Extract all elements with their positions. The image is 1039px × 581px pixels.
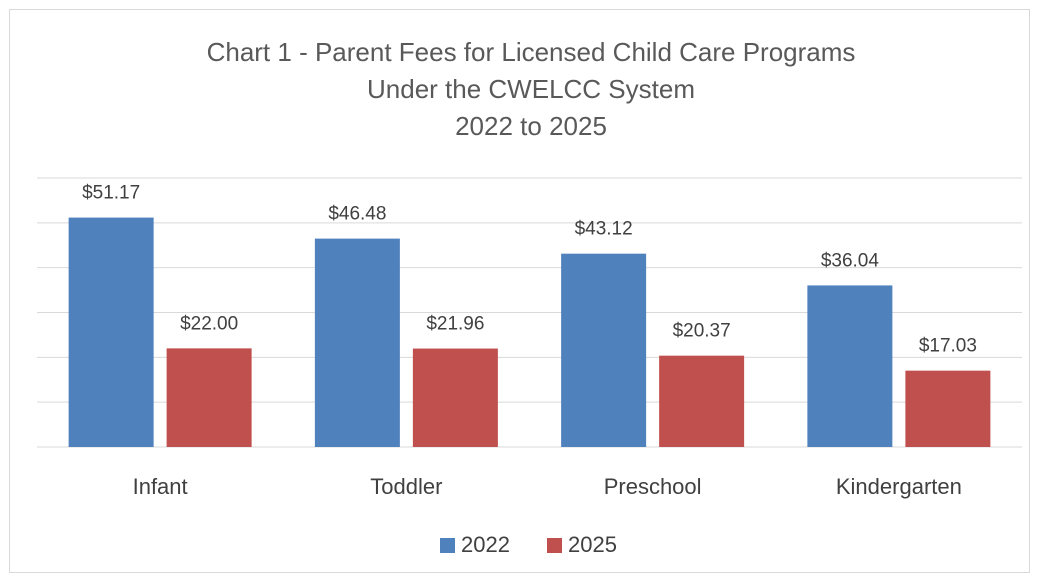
x-tick-label: Kindergarten (836, 474, 962, 499)
bar (412, 348, 498, 447)
data-label: $46.48 (328, 204, 386, 225)
legend-swatch (440, 538, 455, 553)
bar (905, 370, 991, 447)
bar (807, 285, 893, 447)
data-label: $51.17 (82, 183, 140, 204)
x-tick-label: Preschool (604, 474, 702, 499)
data-label: $21.96 (426, 314, 484, 335)
data-label: $36.04 (821, 250, 880, 271)
bar (314, 238, 400, 447)
bar (166, 348, 252, 447)
data-label: $17.03 (919, 336, 977, 357)
data-label: $20.37 (673, 321, 731, 342)
x-tick-label: Infant (133, 474, 188, 499)
data-label: $43.12 (575, 219, 633, 240)
bar (659, 355, 745, 447)
bar (68, 217, 154, 447)
chart-title: Chart 1 - Parent Fees for Licensed Child… (207, 37, 856, 67)
x-tick-label: Toddler (370, 474, 442, 499)
bar (561, 253, 647, 447)
legend-swatch (547, 538, 562, 553)
legend-label: 2022 (461, 532, 510, 557)
chart-title: 2022 to 2025 (455, 111, 607, 141)
legend-label: 2025 (568, 532, 617, 557)
chart-title: Under the CWELCC System (367, 74, 695, 104)
data-label: $22.00 (180, 313, 238, 334)
